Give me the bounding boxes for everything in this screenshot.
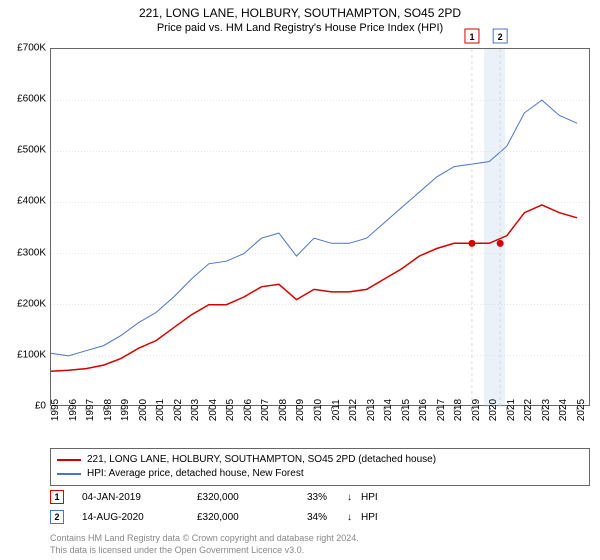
annotation-num-1: 1 [54,492,59,502]
title-block: 221, LONG LANE, HOLBURY, SOUTHAMPTON, SO… [0,0,600,34]
annotation-row-1: 1 04-JAN-2019 £320,000 33% ↓ HPI [50,490,590,504]
annotation-pct-1: 33% [307,492,347,503]
y-tick-label: £100K [6,349,46,360]
down-arrow-icon: ↓ [347,492,361,503]
svg-text:1: 1 [469,32,474,42]
y-tick-label: £200K [6,298,46,309]
x-tick-label: 2008 [278,399,289,421]
x-tick-label: 2017 [436,399,447,421]
annotation-num-2: 2 [54,512,59,522]
x-tick-label: 2020 [488,399,499,421]
x-tick-label: 2016 [418,399,429,421]
annotation-vs-1: HPI [361,492,378,503]
down-arrow-icon: ↓ [347,512,361,523]
legend-label-property: 221, LONG LANE, HOLBURY, SOUTHAMPTON, SO… [87,453,436,467]
legend-row-property: 221, LONG LANE, HOLBURY, SOUTHAMPTON, SO… [57,453,583,467]
x-tick-label: 2025 [576,399,587,421]
x-tick-label: 2019 [471,399,482,421]
chart-container: 221, LONG LANE, HOLBURY, SOUTHAMPTON, SO… [0,0,600,560]
x-tick-label: 2011 [331,399,342,421]
legend-swatch-property [57,459,81,461]
annotation-price-1: £320,000 [197,492,307,503]
x-tick-label: 1995 [50,399,61,421]
x-tick-label: 2023 [541,399,552,421]
annotation-badge-2: 2 [50,510,64,524]
x-tick-label: 2024 [558,399,569,421]
y-tick-label: £400K [6,196,46,207]
x-tick-label: 2021 [506,399,517,421]
footer: Contains HM Land Registry data © Crown c… [50,532,359,556]
legend-row-hpi: HPI: Average price, detached house, New … [57,467,583,481]
annotation-badge-1: 1 [50,490,64,504]
x-tick-label: 2015 [401,399,412,421]
annotation-pct-2: 34% [307,512,347,523]
annotation-price-2: £320,000 [197,512,307,523]
x-tick-label: 2003 [190,399,201,421]
x-tick-label: 2004 [208,399,219,421]
y-tick-label: £600K [6,94,46,105]
legend: 221, LONG LANE, HOLBURY, SOUTHAMPTON, SO… [50,448,590,486]
x-tick-label: 2018 [453,399,464,421]
x-tick-label: 1996 [68,399,79,421]
x-tick-label: 2006 [243,399,254,421]
footer-line-1: Contains HM Land Registry data © Crown c… [50,532,359,544]
x-tick-label: 2022 [523,399,534,421]
chart-svg: 12 [51,49,591,407]
x-tick-label: 2012 [348,399,359,421]
footer-line-2: This data is licensed under the Open Gov… [50,544,359,556]
y-tick-label: £300K [6,247,46,258]
legend-swatch-hpi [57,473,81,475]
legend-label-hpi: HPI: Average price, detached house, New … [87,467,304,481]
chart-subtitle: Price paid vs. HM Land Registry's House … [0,22,600,34]
x-tick-label: 2010 [313,399,324,421]
x-tick-label: 2007 [260,399,271,421]
svg-text:2: 2 [498,32,503,42]
x-tick-label: 1999 [120,399,131,421]
annotation-row-2: 2 14-AUG-2020 £320,000 34% ↓ HPI [50,510,590,524]
x-tick-label: 2000 [138,399,149,421]
x-tick-label: 2013 [366,399,377,421]
y-tick-label: £700K [6,43,46,54]
annotation-date-2: 14-AUG-2020 [82,512,197,523]
x-tick-label: 2005 [225,399,236,421]
annotation-vs-2: HPI [361,512,378,523]
chart-title: 221, LONG LANE, HOLBURY, SOUTHAMPTON, SO… [0,6,600,20]
y-tick-label: £500K [6,145,46,156]
y-tick-label: £0 [6,401,46,412]
annotation-date-1: 04-JAN-2019 [82,492,197,503]
x-tick-label: 2009 [295,399,306,421]
x-tick-label: 2002 [173,399,184,421]
x-tick-label: 2014 [383,399,394,421]
x-tick-label: 1997 [85,399,96,421]
x-tick-label: 1998 [103,399,114,421]
x-tick-label: 2001 [155,399,166,421]
plot-area: 12 [50,48,590,406]
